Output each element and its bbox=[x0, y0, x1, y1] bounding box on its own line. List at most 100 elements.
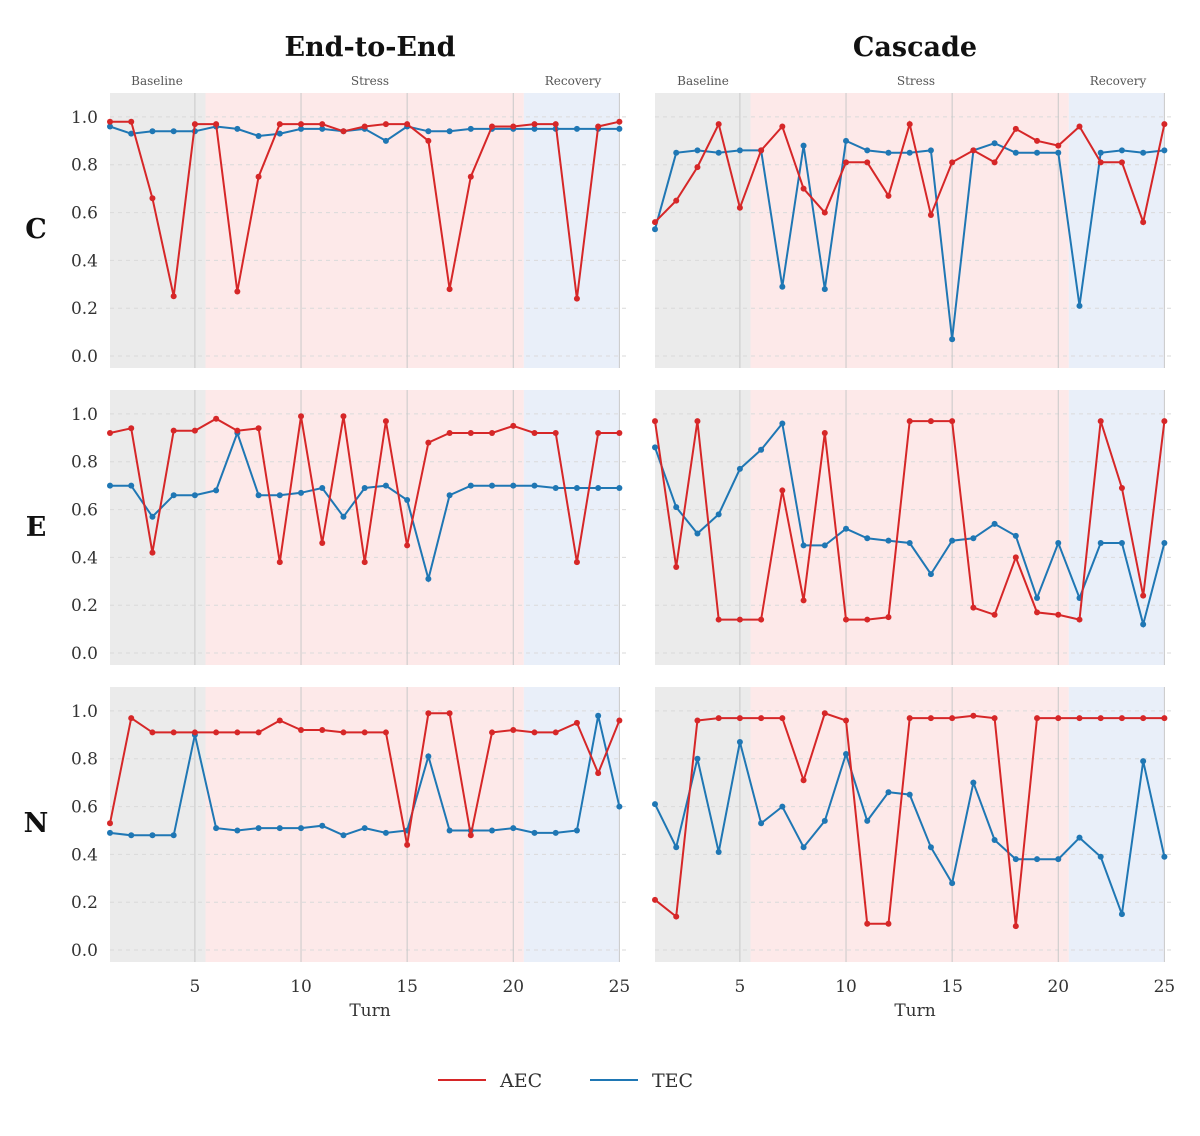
data-point-aec bbox=[736, 616, 743, 623]
data-point-aec bbox=[361, 559, 368, 566]
data-point-tec bbox=[573, 485, 580, 492]
data-point-aec bbox=[234, 729, 241, 736]
data-point-tec bbox=[821, 286, 828, 293]
data-point-aec bbox=[949, 418, 956, 425]
phase-labels: Baseline Stress Recovery Baseline Stress… bbox=[131, 74, 1146, 88]
data-point-aec bbox=[843, 159, 850, 166]
phase-label-stress: Stress bbox=[351, 74, 389, 88]
data-point-tec bbox=[1055, 856, 1062, 863]
data-point-aec bbox=[843, 616, 850, 623]
data-point-aec bbox=[149, 549, 156, 556]
data-point-aec bbox=[531, 430, 538, 437]
data-point-aec bbox=[319, 540, 326, 547]
data-point-tec bbox=[736, 147, 743, 154]
data-point-tec bbox=[595, 485, 602, 492]
data-point-tec bbox=[843, 137, 850, 144]
data-point-tec bbox=[425, 753, 432, 760]
panel-cascade-n: 5 10 15 20 25 bbox=[652, 687, 1175, 997]
data-point-tec bbox=[170, 128, 177, 135]
data-point-tec bbox=[1140, 758, 1147, 765]
column-titles: End-to-End Cascade bbox=[284, 32, 977, 63]
data-point-aec bbox=[800, 777, 807, 784]
data-point-aec bbox=[128, 118, 135, 125]
data-point-tec bbox=[531, 829, 538, 836]
data-point-tec bbox=[758, 820, 765, 827]
data-point-aec bbox=[1012, 554, 1019, 561]
data-point-aec bbox=[170, 427, 177, 434]
data-point-tec bbox=[107, 482, 113, 489]
data-point-aec bbox=[949, 715, 956, 722]
data-point-aec bbox=[128, 715, 135, 722]
data-point-aec bbox=[1034, 137, 1041, 144]
data-point-aec bbox=[1140, 715, 1147, 722]
data-point-tec bbox=[425, 128, 432, 135]
data-point-aec bbox=[107, 820, 113, 827]
data-point-aec bbox=[552, 729, 559, 736]
data-point-tec bbox=[885, 789, 892, 796]
phase-band-stress bbox=[205, 687, 524, 962]
y-tick-label: 0.6 bbox=[71, 798, 98, 818]
data-point-tec bbox=[361, 825, 368, 832]
data-point-aec bbox=[821, 710, 828, 717]
data-point-tec bbox=[1076, 834, 1083, 841]
data-point-aec bbox=[1118, 159, 1125, 166]
data-point-aec bbox=[213, 121, 220, 128]
data-point-aec bbox=[552, 430, 559, 437]
data-point-tec bbox=[949, 336, 956, 343]
data-point-aec bbox=[1097, 418, 1104, 425]
data-point-aec bbox=[191, 427, 198, 434]
x-axis-label: Turn bbox=[894, 1001, 935, 1021]
data-point-aec bbox=[467, 832, 474, 839]
data-point-tec bbox=[970, 535, 977, 542]
data-point-tec bbox=[382, 137, 389, 144]
data-point-aec bbox=[489, 729, 496, 736]
x-tick-label: 10 bbox=[835, 977, 857, 997]
y-tick-label: 0.6 bbox=[71, 501, 98, 521]
phase-band-recovery bbox=[1068, 93, 1165, 368]
data-point-tec bbox=[149, 128, 156, 135]
data-point-tec bbox=[489, 827, 496, 834]
data-point-tec bbox=[652, 801, 658, 808]
data-point-aec bbox=[573, 719, 580, 726]
data-point-tec bbox=[1055, 149, 1062, 156]
data-point-tec bbox=[340, 513, 347, 520]
data-point-tec bbox=[616, 485, 623, 492]
phase-band-recovery bbox=[1068, 390, 1165, 665]
x-tick-label: 15 bbox=[941, 977, 963, 997]
data-point-aec bbox=[736, 204, 743, 211]
phase-band-stress bbox=[205, 390, 524, 665]
data-point-tec bbox=[340, 832, 347, 839]
data-point-aec bbox=[1034, 609, 1041, 616]
data-point-tec bbox=[298, 125, 305, 132]
data-point-tec bbox=[128, 482, 135, 489]
data-point-aec bbox=[652, 219, 658, 226]
x-tick-label: 25 bbox=[609, 977, 631, 997]
data-point-aec bbox=[652, 896, 658, 903]
data-point-aec bbox=[906, 418, 913, 425]
panel-end-to-end-n: 0.0 0.2 0.4 0.6 0.8 1.0 5 10 15 20 25 bbox=[71, 687, 630, 997]
data-point-aec bbox=[694, 418, 701, 425]
data-point-tec bbox=[927, 844, 934, 851]
data-point-tec bbox=[382, 482, 389, 489]
data-point-aec bbox=[107, 118, 113, 125]
x-axis-labels: Turn Turn bbox=[349, 1001, 935, 1021]
phase-band-baseline bbox=[110, 687, 206, 962]
data-point-tec bbox=[927, 571, 934, 578]
data-point-tec bbox=[991, 837, 998, 844]
data-point-aec bbox=[1140, 592, 1147, 599]
data-point-aec bbox=[128, 425, 135, 432]
data-point-aec bbox=[425, 439, 432, 446]
data-point-tec bbox=[885, 537, 892, 544]
y-tick-label: 0.8 bbox=[71, 453, 98, 473]
data-point-aec bbox=[467, 430, 474, 437]
data-point-aec bbox=[573, 295, 580, 302]
data-point-tec bbox=[991, 520, 998, 527]
legend: AEC TEC bbox=[438, 1070, 693, 1092]
data-point-aec bbox=[1161, 715, 1168, 722]
data-point-aec bbox=[779, 487, 786, 494]
x-tick-label: 5 bbox=[189, 977, 200, 997]
data-point-aec bbox=[715, 616, 722, 623]
data-point-tec bbox=[1034, 856, 1041, 863]
phase-label-stress: Stress bbox=[897, 74, 935, 88]
data-point-aec bbox=[927, 715, 934, 722]
